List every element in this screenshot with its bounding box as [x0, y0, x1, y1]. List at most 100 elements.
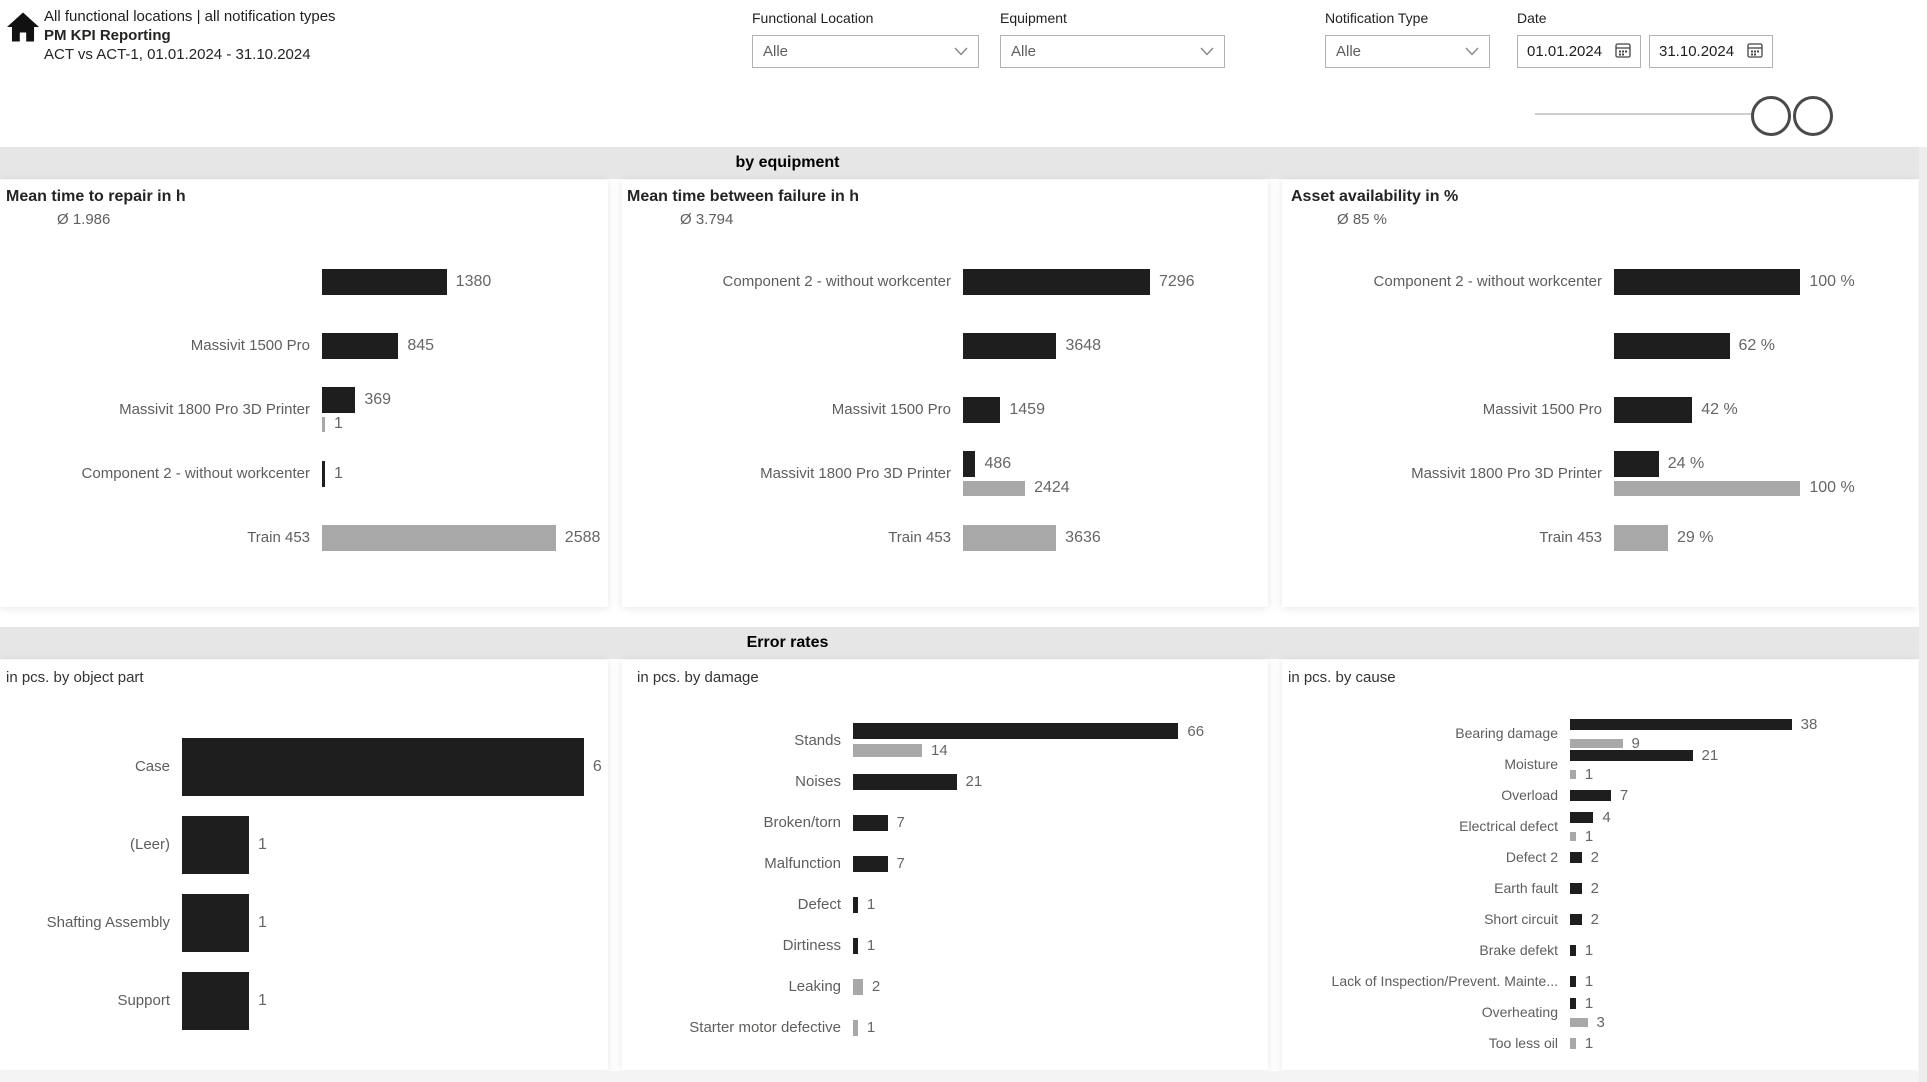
bar-act[interactable]	[1570, 976, 1576, 987]
bar-act-1[interactable]	[1614, 480, 1801, 496]
bar-group: 7	[853, 855, 905, 872]
chart-row: Moisture 21 1	[1282, 747, 1918, 783]
bar-value-label: 7	[1619, 787, 1629, 804]
bar-value-label: 42 %	[1701, 401, 1738, 418]
bar-act[interactable]	[1570, 749, 1693, 761]
chart-row: Dirtiness 1	[622, 925, 1268, 966]
calendar-icon[interactable]	[1615, 42, 1631, 62]
bar-value-label: 1459	[1009, 401, 1045, 418]
bar-act[interactable]	[1570, 945, 1576, 956]
bar-act[interactable]	[853, 814, 888, 831]
bar-group: 2	[853, 978, 880, 995]
chart-card-mean-time-to-repair: Mean time to repair in h Ø 1.986 1380 Mas…	[0, 180, 608, 607]
bar-act[interactable]	[963, 397, 1001, 423]
bar-act-1[interactable]	[1570, 831, 1576, 841]
bar-act-1[interactable]	[1570, 1038, 1576, 1049]
chart-row: Train 453 29 %	[1282, 506, 1918, 570]
bar-act[interactable]	[1570, 997, 1576, 1009]
calendar-icon[interactable]	[1747, 42, 1763, 62]
bar-group: 7	[1570, 787, 1628, 804]
bar-group: 21	[853, 773, 982, 790]
bar-act-1[interactable]	[322, 416, 325, 432]
bar-act-1[interactable]	[322, 525, 556, 551]
bar-act[interactable]	[322, 387, 356, 413]
bar-act[interactable]	[322, 333, 399, 359]
date-range-slider-track[interactable]	[1535, 113, 1755, 115]
bar-value-label: 1	[1584, 973, 1594, 990]
category-label: Starter motor defective	[689, 1018, 841, 1036]
scrollbar-track[interactable]	[1919, 147, 1927, 1082]
filter-date: Date 01.01.2024 31.10.2024	[1517, 10, 1773, 68]
bar-act-1[interactable]	[1614, 525, 1669, 551]
bar-value-label: 845	[407, 337, 435, 354]
bar-act[interactable]	[963, 269, 1150, 295]
equipment-dropdown[interactable]: Alle	[1000, 35, 1225, 68]
bar-act[interactable]	[1614, 333, 1730, 359]
bar-act[interactable]	[1570, 883, 1582, 894]
bar-act[interactable]	[853, 773, 957, 790]
page-title: PM KPI Reporting	[44, 27, 171, 44]
slider-handle-left[interactable]	[1751, 96, 1791, 136]
bar-act[interactable]	[1570, 852, 1582, 863]
category-label: Case	[134, 758, 170, 775]
category-label: Too less oil	[1488, 1035, 1558, 1052]
bar-act[interactable]	[322, 269, 447, 295]
bar-act[interactable]	[182, 738, 584, 796]
bar-act[interactable]	[182, 816, 249, 874]
bar-act[interactable]	[1570, 790, 1611, 801]
chart-row: Massivit 1500 Pro 845	[0, 314, 608, 378]
bar-act-1[interactable]	[1570, 1017, 1588, 1027]
bar-act[interactable]	[1570, 811, 1594, 823]
bar-act[interactable]	[1614, 451, 1659, 477]
bar-act[interactable]	[322, 461, 325, 487]
bar-act[interactable]	[853, 896, 858, 913]
chart-row: Leaking 2	[622, 966, 1268, 1007]
bar-act-1[interactable]	[853, 1019, 858, 1036]
bar-act[interactable]	[853, 937, 858, 954]
bar-value-label: 1	[866, 1019, 876, 1036]
chart-title: in pcs. by damage	[637, 669, 759, 686]
page-subtitle: ACT vs ACT-1, 01.01.2024 - 31.10.2024	[44, 46, 311, 63]
chart-row: 3648	[622, 314, 1268, 378]
bar-value-label: 21	[965, 773, 983, 790]
bar-group: 66 14	[853, 723, 1204, 759]
notification-type-dropdown[interactable]: Alle	[1325, 35, 1490, 68]
bar-act[interactable]	[1570, 718, 1792, 730]
bar-act[interactable]	[1570, 914, 1582, 925]
bar-act[interactable]	[182, 972, 249, 1030]
chart-card-mean-time-between-failure: Mean time between failure in h Ø 3.794 C…	[622, 180, 1268, 607]
bar-act-1[interactable]	[1570, 738, 1623, 748]
bar-value-label: 2	[1590, 849, 1599, 866]
category-label: Massivit 1800 Pro 3D Printer	[760, 465, 951, 482]
bar-act[interactable]	[963, 451, 976, 477]
bar-value-label: 369	[364, 391, 392, 408]
bar-act-1[interactable]	[853, 978, 863, 995]
date-to-input[interactable]: 31.10.2024	[1649, 35, 1773, 68]
home-icon[interactable]	[5, 11, 41, 43]
bar-act-1[interactable]	[1570, 769, 1576, 779]
bar-act[interactable]	[182, 894, 249, 952]
bar-value-label: 1	[257, 836, 267, 853]
filter-functional-location: Functional Location Alle	[752, 10, 979, 68]
category-label: Short circuit	[1484, 911, 1558, 928]
bar-act-1[interactable]	[853, 743, 923, 757]
bar-act[interactable]	[853, 855, 888, 872]
bar-act[interactable]	[1614, 269, 1801, 295]
date-from-input[interactable]: 01.01.2024	[1517, 35, 1641, 68]
bar-act-1[interactable]	[963, 480, 1026, 496]
slider-handle-right[interactable]	[1793, 96, 1833, 136]
bar-act[interactable]	[853, 723, 1179, 739]
chart-title: in pcs. by object part	[6, 669, 144, 686]
category-label: Overload	[1501, 787, 1558, 804]
bar-value-label: 100 %	[1809, 273, 1855, 290]
chart-average: Ø 85 %	[1337, 211, 1388, 228]
bar-act[interactable]	[963, 333, 1057, 359]
category-label: Component 2 - without workcenter	[722, 273, 951, 290]
bar-act-1[interactable]	[963, 525, 1057, 551]
bar-act[interactable]	[1614, 397, 1693, 423]
functional-location-dropdown[interactable]: Alle	[752, 35, 979, 68]
bar-value-label: 2424	[1034, 479, 1070, 496]
